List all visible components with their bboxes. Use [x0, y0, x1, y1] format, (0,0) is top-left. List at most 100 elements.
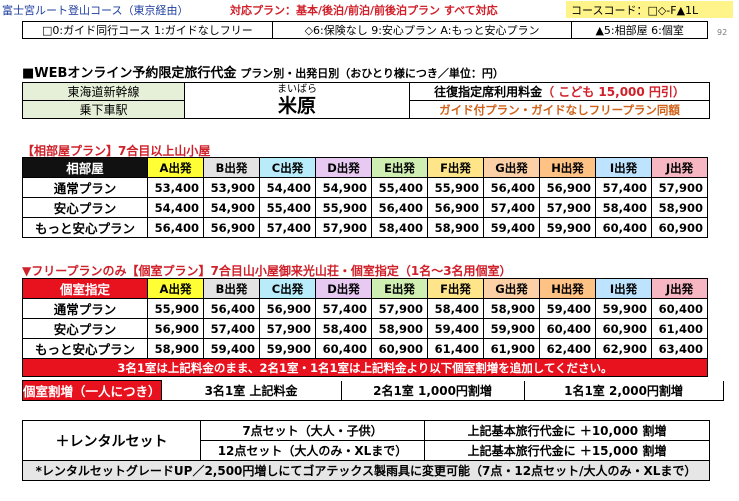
- dep-header: E出発: [371, 278, 428, 299]
- price-cell: 62,400: [539, 338, 596, 359]
- plan-support-text: 対応プラン：基本/後泊/前泊/前後泊プラン すべて対応: [230, 4, 498, 17]
- price-cell: 59,400: [539, 298, 596, 319]
- price-cell: 58,400: [315, 318, 372, 339]
- price-cell: 62,900: [595, 338, 652, 359]
- price-cell: 53,400: [147, 177, 204, 198]
- price-cell: 57,400: [203, 318, 260, 339]
- price-cell: 56,900: [539, 177, 596, 198]
- dep-header: J出発: [651, 157, 708, 178]
- price-cell: 57,900: [539, 197, 596, 218]
- dep-header: J出発: [651, 278, 708, 299]
- fare-label: 往復指定席利用料金（ こども 15,000 円引）: [409, 82, 710, 101]
- price-cell: 60,900: [595, 318, 652, 339]
- price-cell: 58,900: [427, 217, 484, 238]
- price-cell: 55,400: [371, 177, 428, 198]
- plan-label: もっと安心プラン: [22, 217, 148, 238]
- price-cell: 60,400: [651, 298, 708, 319]
- course-title: 富士宮ルート登山コース（東京経由）: [2, 4, 189, 17]
- price-cell: 59,900: [483, 318, 540, 339]
- dep-header: A出発: [147, 278, 204, 299]
- section-subtitle: プラン別・出発日別（おひとり様につき／単位：円）: [236, 67, 504, 80]
- price-cell: 59,400: [483, 217, 540, 238]
- price-cell: 57,900: [259, 318, 316, 339]
- train-line: 東海道新幹線: [22, 82, 185, 101]
- price-cell: 57,900: [315, 217, 372, 238]
- dep-header: I出発: [595, 278, 652, 299]
- course-code: コースコード：□◇-F▲1L: [571, 4, 699, 17]
- price-cell: 63,400: [651, 338, 708, 359]
- rental-label: ＋レンタルセット: [22, 420, 201, 461]
- price-cell: 61,400: [427, 338, 484, 359]
- page-number: 92: [717, 28, 728, 37]
- price-cell: 55,900: [147, 298, 204, 319]
- price-cell: 54,900: [315, 177, 372, 198]
- price-cell: 59,900: [539, 217, 596, 238]
- price-cell: 55,900: [427, 177, 484, 198]
- course-code-highlight: [566, 1, 733, 18]
- price-cell: 53,900: [203, 177, 260, 198]
- station-name: 米原: [277, 95, 316, 117]
- price-cell: 60,900: [371, 338, 428, 359]
- dep-header: H出発: [539, 278, 596, 299]
- price-cell: 58,400: [371, 217, 428, 238]
- price-cell: 59,900: [595, 298, 652, 319]
- rental-set7-price: 上記基本旅行代金に ＋10,000 割増: [424, 420, 710, 441]
- price-cell: 57,400: [595, 177, 652, 198]
- price-cell: 56,400: [147, 217, 204, 238]
- price-cell: 54,400: [147, 197, 204, 218]
- board-station-label: 乗下車駅: [22, 100, 185, 119]
- price-cell: 59,400: [203, 338, 260, 359]
- guide-note: ガイド付プラン・ガイドなしフリープラン同額: [409, 100, 710, 119]
- table-row: もっと安心プラン 58,900 59,400 59,900 60,400 60,…: [22, 338, 708, 359]
- price-cell: 54,400: [259, 177, 316, 198]
- table-row: もっと安心プラン 56,400 56,900 57,400 57,900 58,…: [22, 217, 708, 238]
- dep-header: G出発: [483, 157, 540, 178]
- price-cell: 55,400: [259, 197, 316, 218]
- price-cell: 60,400: [539, 318, 596, 339]
- dep-header: D出発: [315, 157, 372, 178]
- shared-room-label: 相部屋: [22, 157, 148, 178]
- dep-header: G出発: [483, 278, 540, 299]
- insurance-legend: ◇6:保険なし 9:安心プラン A:もっと安心プラン: [271, 21, 573, 39]
- rental-table: ＋レンタルセット 7点セット（大人・子供） 上記基本旅行代金に ＋10,000 …: [22, 420, 710, 481]
- plan-label: 安心プラン: [22, 318, 148, 339]
- dep-header: D出発: [315, 278, 372, 299]
- plan-label: もっと安心プラン: [22, 338, 148, 359]
- price-cell: 54,900: [203, 197, 260, 218]
- rental-set12: 12点セット（大人のみ・XLまで）: [200, 440, 425, 461]
- dep-header: F出発: [427, 157, 484, 178]
- table-row: 安心プラン 54,400 54,900 55,400 55,900 56,400…: [22, 197, 708, 218]
- price-cell: 58,400: [427, 298, 484, 319]
- dep-header: I出発: [595, 157, 652, 178]
- price-cell: 56,400: [483, 177, 540, 198]
- rental-set12-price: 上記基本旅行代金に ＋15,000 割増: [424, 440, 710, 461]
- table-row: 通常プラン 55,900 56,400 56,900 57,400 57,900…: [22, 298, 708, 319]
- station-table: 東海道新幹線 まいばら 米原 往復指定席利用料金（ こども 15,000 円引）…: [22, 82, 710, 119]
- price-cell: 60,400: [315, 338, 372, 359]
- price-cell: 57,400: [483, 197, 540, 218]
- dep-header: A出発: [147, 157, 204, 178]
- child-fare-text: （ こども 15,000 円引）: [542, 85, 685, 99]
- price-cell: 57,900: [651, 177, 708, 198]
- dep-header: H出発: [539, 157, 596, 178]
- dep-header: C出発: [259, 157, 316, 178]
- dep-header: B出発: [203, 157, 260, 178]
- price-cell: 56,400: [203, 298, 260, 319]
- price-cell: 57,900: [371, 298, 428, 319]
- price-cell: 60,400: [595, 217, 652, 238]
- surcharge-three: 3名1室 上記料金: [160, 380, 342, 401]
- plan-label: 通常プラン: [22, 298, 148, 319]
- price-cell: 56,400: [371, 197, 428, 218]
- price-cell: 59,900: [259, 338, 316, 359]
- surcharge-two: 2名1室 1,000円割増: [340, 380, 525, 401]
- table-row: 安心プラン 56,900 57,400 57,900 58,400 58,900…: [22, 318, 708, 339]
- guide-legend: □0:ガイド同行コース 1:ガイドなしフリー: [22, 21, 273, 39]
- price-cell: 56,900: [203, 217, 260, 238]
- price-cell: 58,900: [371, 318, 428, 339]
- station-reading: まいばら: [277, 84, 317, 95]
- private-plan-heading: ▼フリープランのみ【個室プラン】7合目山小屋御来光山荘・個室指定（1名～3名用個…: [22, 264, 512, 278]
- plan-label: 通常プラン: [22, 177, 148, 198]
- price-cell: 55,900: [315, 197, 372, 218]
- price-cell: 57,400: [259, 217, 316, 238]
- table-row: 通常プラン 53,400 53,900 54,400 54,900 55,400…: [22, 177, 708, 198]
